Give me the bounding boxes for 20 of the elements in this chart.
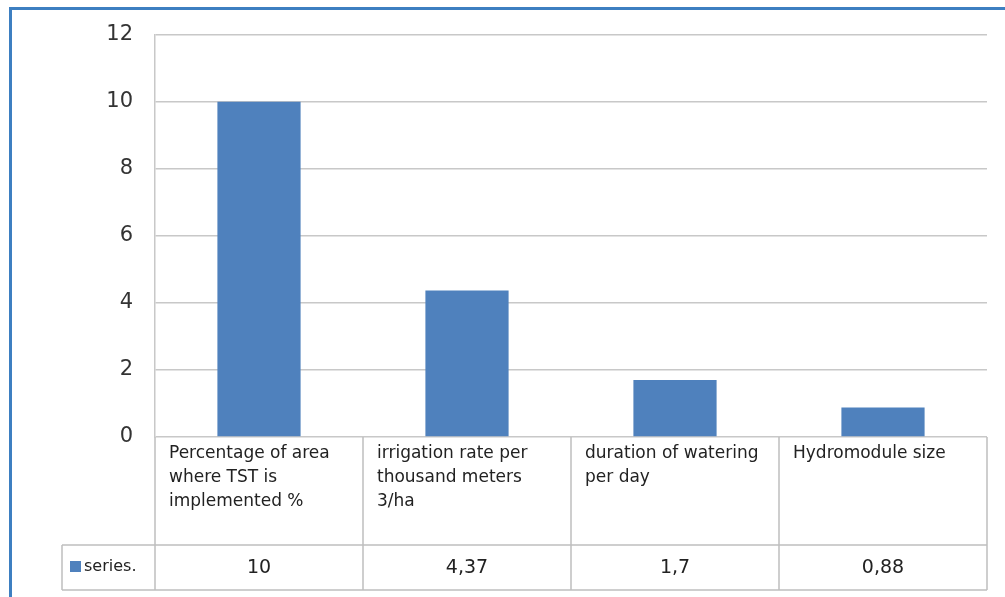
- bar: [633, 379, 717, 437]
- x-tick-label: Percentage of area where TST is implemented %: [169, 441, 330, 510]
- y-tick-label: 6: [119, 222, 133, 247]
- x-tick-label: duration of watering per day: [585, 441, 759, 486]
- y-tick-label: 2: [119, 356, 133, 381]
- y-tick-label: 0: [119, 423, 133, 448]
- legend-label: series.: [84, 556, 137, 576]
- data-label: 10: [246, 554, 272, 577]
- x-tick-label: Hydromodule size: [793, 441, 946, 462]
- y-tick-label: 4: [119, 289, 133, 314]
- y-tick-label: 10: [106, 88, 133, 113]
- bar: [841, 407, 925, 437]
- bar: [217, 101, 301, 437]
- y-tick-label: 8: [119, 155, 133, 180]
- x-tick-label: irrigation rate per thousand meters 3/ha: [377, 441, 528, 510]
- data-label: 1,7: [659, 554, 691, 577]
- bar: [425, 290, 509, 437]
- y-tick-label: 12: [106, 21, 133, 46]
- data-label: 0,88: [861, 554, 905, 577]
- data-label: 4,37: [445, 554, 489, 577]
